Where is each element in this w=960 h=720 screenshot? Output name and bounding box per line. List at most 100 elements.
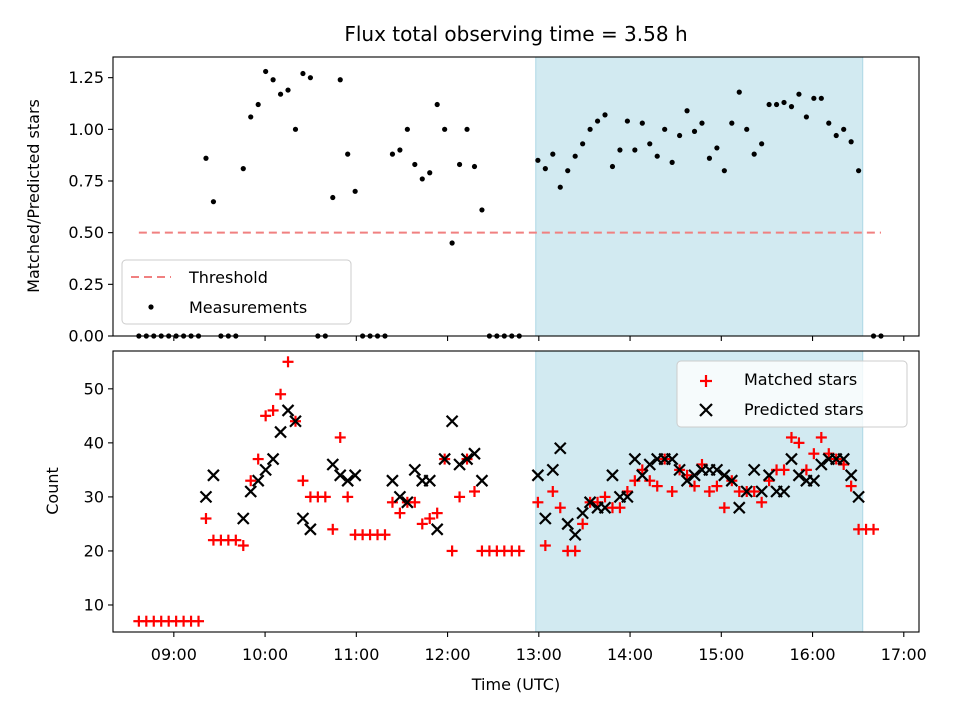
measurement-point (751, 151, 757, 157)
matched-star-point (651, 480, 663, 492)
measurement-point (307, 75, 314, 81)
predicted-star-point (628, 452, 642, 466)
predicted-star-point (807, 474, 821, 487)
matched-star-point (644, 475, 656, 487)
matched-star-point (394, 507, 406, 519)
measurement-point (419, 176, 425, 182)
measurement-point (255, 101, 261, 108)
top-x-ticks (173, 336, 905, 341)
predicted-star-point (837, 452, 850, 466)
measurement-point (647, 141, 653, 147)
measurement-point (721, 168, 727, 174)
predicted-star-point (636, 469, 649, 482)
matched-star-point (711, 480, 723, 492)
predicted-star-point (207, 469, 220, 482)
predicted-star-point (598, 501, 612, 514)
predicted-star-point (740, 485, 754, 498)
measurement-point (594, 118, 601, 124)
measurement-point (856, 168, 862, 174)
matched-star-point (193, 615, 205, 627)
measurement-point (565, 168, 571, 174)
predicted-star-point (259, 463, 272, 477)
top-y-tick-label: 1.00 (68, 120, 104, 139)
measurement-point (676, 132, 683, 139)
top-panel: 0.00 0.25 0.50 0.75 1.00 1.25 Flux total obse… (24, 22, 920, 346)
top-y-tick-label: 1.25 (68, 68, 104, 87)
matched-star-point (416, 518, 428, 530)
matched-star-point (245, 475, 257, 487)
predicted-star-point (453, 458, 466, 471)
matched-star-point (424, 513, 436, 525)
measurement-point (248, 114, 254, 120)
predicted-star-point (546, 463, 560, 477)
predicted-star-point (747, 463, 761, 477)
measurement-point (580, 141, 586, 147)
matched-star-point (267, 404, 279, 416)
matched-star-point (696, 458, 708, 470)
measurement-point (691, 128, 698, 134)
top-y-axis-label: Matched/Predicted stars (24, 99, 43, 293)
predicted-star-point (460, 452, 474, 466)
measurement-point (330, 194, 336, 201)
predicted-star-point (408, 463, 422, 477)
measurements-legend-label: Measurements (189, 298, 307, 317)
predicted-star-point (576, 506, 589, 520)
measurement-point (542, 166, 548, 172)
bottom-y-tick-label: 10 (84, 595, 104, 614)
measurement-point (434, 101, 440, 108)
predicted-star-point (348, 469, 362, 482)
measurement-point (669, 159, 675, 165)
measurement-point (449, 240, 455, 246)
matched-star-point (342, 491, 354, 503)
predicted-star-point (583, 496, 597, 509)
measurement-point (833, 132, 839, 139)
matched-star-point (237, 540, 249, 552)
matched-star-point (230, 534, 242, 546)
predicted-star-point (333, 469, 347, 482)
measurement-point (759, 141, 765, 147)
matched-star-point (468, 486, 480, 497)
matched-star-point (748, 486, 760, 497)
matched-star-point (785, 431, 797, 443)
predicted-star-point (236, 512, 250, 525)
bottom-x-tick-label: 11:00 (333, 645, 379, 664)
bottom-x-tick-label: 17:00 (881, 645, 927, 664)
measurement-point (796, 91, 802, 97)
matched-star-point (815, 431, 827, 443)
bottom-x-tick-label: 15:00 (698, 645, 744, 664)
matched-star-point (532, 496, 544, 508)
predicted-star-point (199, 490, 213, 504)
matched-star-point (778, 464, 790, 476)
predicted-star-point (423, 474, 437, 487)
predicted-star-point (445, 414, 459, 428)
measurement-point (632, 147, 638, 153)
predicted-star-point (531, 469, 545, 482)
measurement-point (736, 89, 742, 95)
predicted-star-point (785, 452, 798, 466)
predicted-star-point (568, 528, 582, 542)
matched-star-point (200, 513, 212, 525)
measurement-point (397, 147, 403, 153)
predicted-star-point (680, 474, 694, 487)
matched-star-point (793, 437, 805, 449)
predicted-star-point (815, 458, 828, 471)
predicted-star-point (561, 517, 574, 531)
bottom-y-ticks: 10 20 30 40 50 (84, 379, 113, 614)
matched-stars-points (133, 356, 880, 627)
matched-star-point (689, 480, 701, 492)
predicted-star-point (430, 523, 444, 536)
measurement-point (617, 147, 623, 153)
measurement-point (240, 166, 246, 172)
measurement-point (639, 120, 645, 126)
bottom-legend-box (676, 360, 908, 428)
top-y-tick-label: 0.25 (68, 275, 104, 294)
predicted-star-point (718, 469, 731, 482)
predicted-star-point (341, 474, 354, 487)
predicted-star-point (266, 452, 280, 466)
matched-legend-label: Matched stars (744, 370, 857, 389)
measurement-point (557, 184, 563, 190)
matched-star-point (297, 475, 309, 487)
measurement-point (550, 151, 556, 157)
predicted-star-point (326, 458, 340, 471)
measurement-point (729, 120, 735, 126)
